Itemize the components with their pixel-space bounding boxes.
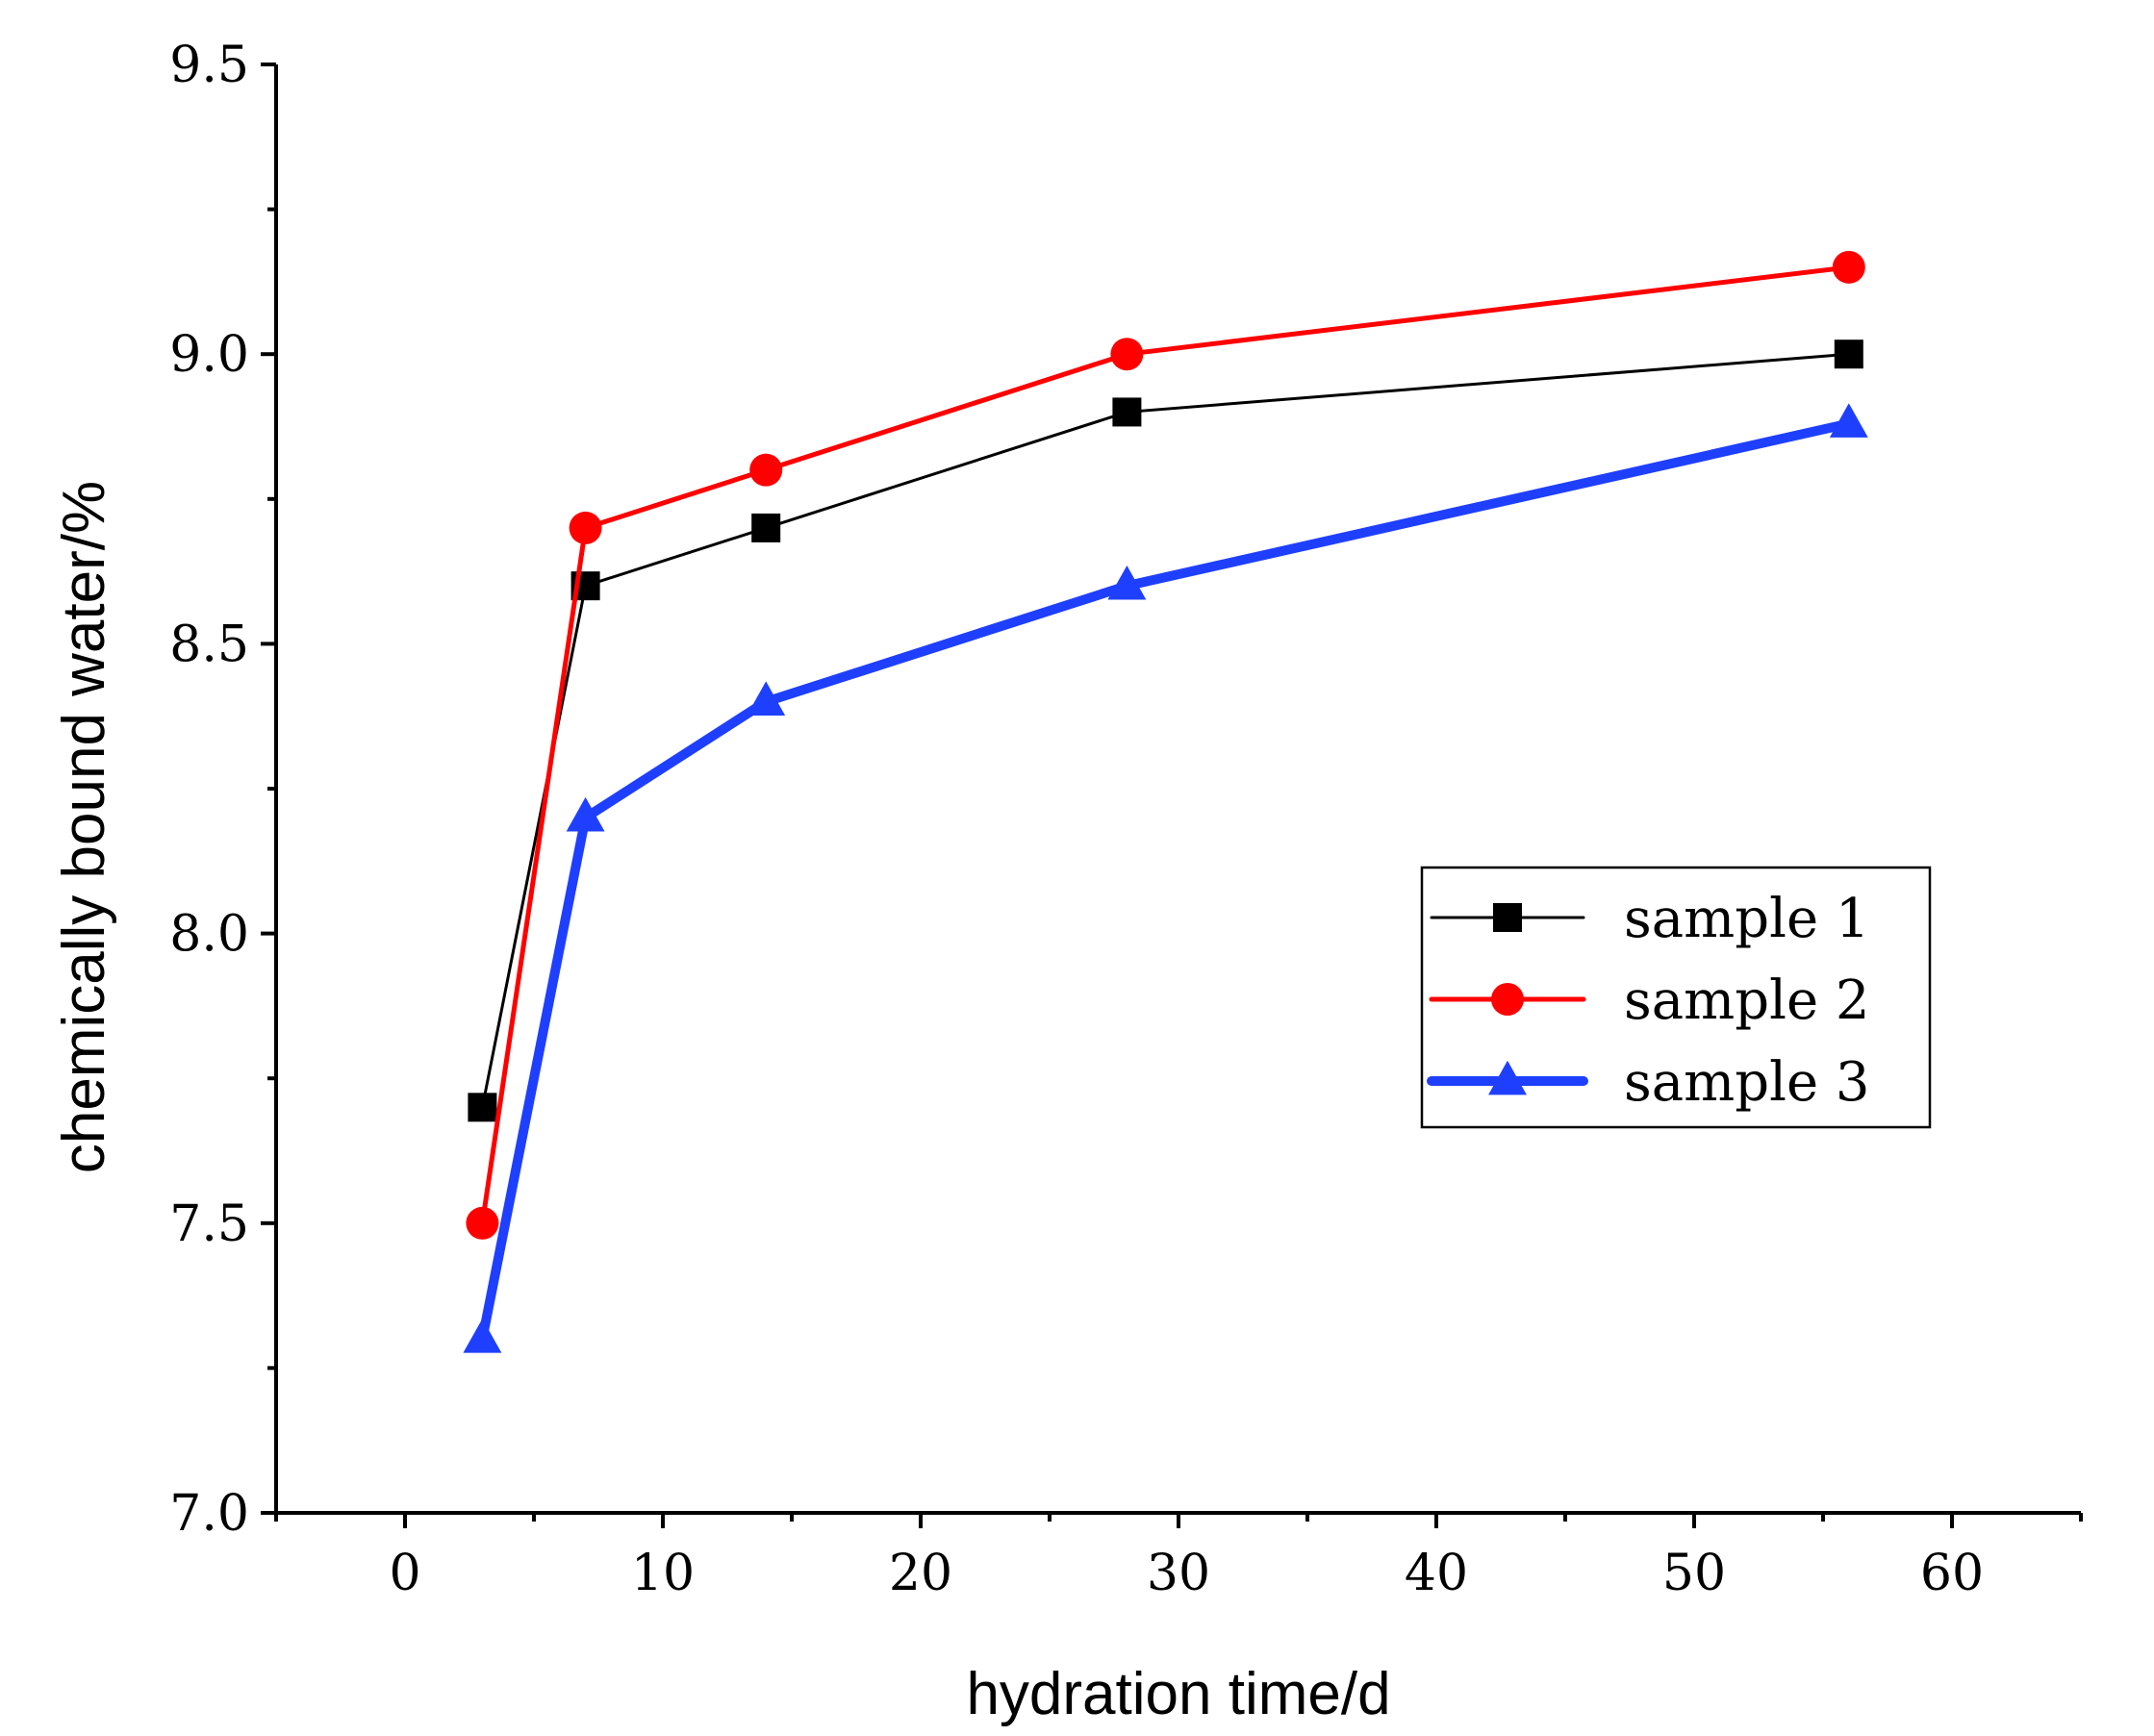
legend-label: sample 2 xyxy=(1624,969,1870,1032)
legend-entry: sample 1 xyxy=(1430,888,1870,950)
y-tick-label: 9.0 xyxy=(169,326,249,384)
data-point xyxy=(1110,338,1144,371)
y-tick-label: 8.0 xyxy=(169,906,249,964)
y-tick-label: 8.5 xyxy=(169,616,249,673)
data-point xyxy=(1832,250,1865,284)
data-point xyxy=(1107,565,1147,600)
y-tick-label: 7.0 xyxy=(169,1485,249,1543)
data-point xyxy=(749,453,783,487)
legend-label: sample 3 xyxy=(1624,1051,1870,1114)
legend-entry: sample 3 xyxy=(1427,1051,1870,1114)
x-tick-label: 50 xyxy=(1662,1545,1726,1602)
data-point xyxy=(569,511,602,544)
y-tick-label: 9.5 xyxy=(169,37,249,94)
data-point xyxy=(463,1319,502,1353)
x-tick-label: 40 xyxy=(1405,1545,1468,1602)
data-point xyxy=(1112,397,1142,427)
legend-swatch-marker xyxy=(1488,1060,1527,1095)
data-point xyxy=(751,513,781,542)
y-tick-label: 7.5 xyxy=(169,1195,249,1253)
legend-entry: sample 2 xyxy=(1429,969,1870,1032)
x-tick-label: 10 xyxy=(631,1545,695,1602)
chart-legend: sample 1 sample 2 sample 3 xyxy=(1420,866,1932,1129)
y-axis-title: chemically bound water/% xyxy=(51,481,117,1173)
chart-series xyxy=(463,250,1868,1353)
data-point xyxy=(466,1206,499,1240)
x-tick-label: 60 xyxy=(1920,1545,1984,1602)
data-point xyxy=(1834,340,1863,369)
x-tick-label: 0 xyxy=(389,1545,420,1602)
data-point xyxy=(747,681,786,717)
data-point xyxy=(468,1093,497,1122)
series-sample-3 xyxy=(463,403,1868,1353)
chart-axes: 7.0 7.5 8.0 8.5 9.0 9.5 0 10 20 30 40 50 60 xyxy=(169,37,2083,1602)
legend-label: sample 1 xyxy=(1624,888,1870,950)
x-tick-label: 30 xyxy=(1147,1545,1210,1602)
data-point xyxy=(566,796,605,832)
series-sample-2 xyxy=(466,250,1865,1240)
x-tick-label: 20 xyxy=(889,1545,952,1602)
x-axis-title: hydration time/d xyxy=(966,1661,1390,1727)
data-point xyxy=(1829,403,1868,438)
legend-swatch-marker xyxy=(1491,983,1524,1016)
legend-swatch-marker xyxy=(1493,903,1522,932)
